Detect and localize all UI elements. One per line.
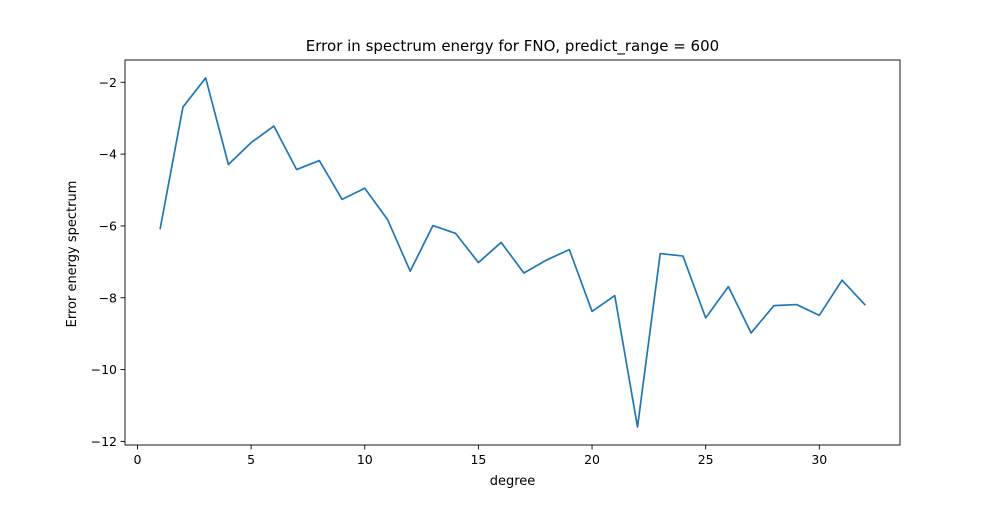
series-line [159, 77, 866, 428]
y-tick-label: −10 [91, 362, 117, 377]
y-tick-label: −8 [99, 290, 117, 305]
x-tick-label: 5 [247, 452, 255, 467]
y-tick-label: −6 [99, 218, 117, 233]
y-tick-label: −4 [99, 147, 117, 162]
y-tick-label: −12 [91, 434, 117, 449]
x-tick-label: 20 [584, 452, 600, 467]
x-tick-label: 0 [134, 452, 142, 467]
x-tick-label: 25 [698, 452, 714, 467]
axis-ticks: 0 5 10 15 20 25 30 −12 −10 −8 −6 −4 −2 [91, 75, 828, 467]
x-axis-label: degree [490, 474, 536, 489]
x-tick-label: 10 [357, 452, 373, 467]
plot-area [124, 59, 901, 446]
x-tick-label: 30 [811, 452, 827, 467]
plot-frame [124, 59, 901, 446]
chart-title: Error in spectrum energy for FNO, predic… [306, 37, 719, 56]
x-tick-label: 15 [470, 452, 486, 467]
y-axis-label: Error energy spectrum [65, 181, 80, 328]
y-tick-label: −2 [99, 75, 117, 90]
